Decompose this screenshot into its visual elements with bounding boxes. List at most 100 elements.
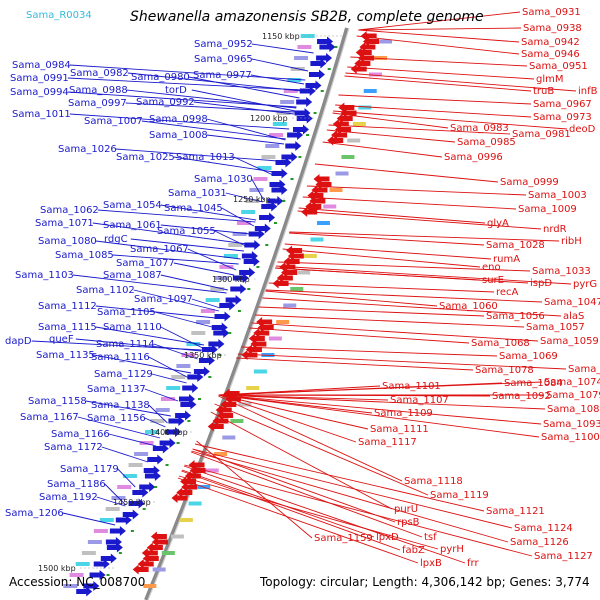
gene-label-queF[interactable]: queF <box>49 334 74 345</box>
gene-label-Sama_1059[interactable]: Sama_1059 <box>540 336 599 347</box>
gene-label-frr[interactable]: frr <box>467 558 479 569</box>
gene-label-Sama_1013[interactable]: Sama_1013 <box>176 152 235 163</box>
gene-label-Sama_1057[interactable]: Sama_1057 <box>526 322 585 333</box>
gene-label-Sama_0991[interactable]: Sama_0991 <box>10 73 69 84</box>
gene-label-Sama_1111[interactable]: Sama_1111 <box>370 424 429 435</box>
gene-label-Sama_1117[interactable]: Sama_1117 <box>358 437 417 448</box>
gene-label-Sama_1055[interactable]: Sama_1055 <box>157 226 216 237</box>
gene-label-Sama_1026[interactable]: Sama_1026 <box>58 144 117 155</box>
gene-label-Sama_1107[interactable]: Sama_1107 <box>390 395 449 406</box>
gene-label-ribH[interactable]: ribH <box>561 236 582 247</box>
gene-label-Sama_0973[interactable]: Sama_0973 <box>533 112 592 123</box>
gene-label-Sama_1060[interactable]: Sama_1060 <box>439 301 498 312</box>
gene-label-Sama_0996[interactable]: Sama_0996 <box>444 152 503 163</box>
gene-label-Sama_0997[interactable]: Sama_0997 <box>68 98 127 109</box>
gene-label-Sama_1078[interactable]: Sama_1078 <box>475 365 534 376</box>
gene-label-nrdR[interactable]: nrdR <box>543 224 567 235</box>
gene-label-Sama_0980[interactable]: Sama_0980 <box>131 72 190 83</box>
gene-label-Sama_1077[interactable]: Sama_1077 <box>116 258 175 269</box>
gene-label-Sama_1062[interactable]: Sama_1062 <box>40 205 99 216</box>
gene-label-Sama_0994[interactable]: Sama_0994 <box>10 87 69 98</box>
gene-label-Sama_0938[interactable]: Sama_0938 <box>523 23 582 34</box>
gene-label-Sama_1102[interactable]: Sama_1102 <box>76 285 135 296</box>
gene-label-Sama_1092[interactable]: Sama_1092 <box>492 391 551 402</box>
gene-label-torD[interactable]: torD <box>165 85 187 96</box>
gene-label-Sama_1061[interactable]: Sama_1061 <box>103 220 162 231</box>
gene-label-Sama_0988[interactable]: Sama_0988 <box>69 85 128 96</box>
gene-label-Sama_0977[interactable]: Sama_0977 <box>193 70 252 81</box>
gene-label-Sama_1101[interactable]: Sama_1101 <box>382 381 441 392</box>
gene-label-Sama_1030[interactable]: Sama_1030 <box>194 174 253 185</box>
rna-label[interactable]: Sama_R0034 <box>26 10 92 21</box>
gene-label-Sama_1054[interactable]: Sama_1054 <box>103 200 162 211</box>
gene-label-Sama_1089[interactable]: Sama_1089 <box>547 404 600 415</box>
gene-label-Sama_0967[interactable]: Sama_0967 <box>533 99 592 110</box>
gene-label-Sama_1118[interactable]: Sama_1118 <box>404 476 463 487</box>
gene-label-Sama_1080[interactable]: Sama_1080 <box>38 236 97 247</box>
gene-label-Sama_1007[interactable]: Sama_1007 <box>84 116 143 127</box>
gene-label-ispD[interactable]: ispD <box>530 278 552 289</box>
gene-label-Sama_1121[interactable]: Sama_1121 <box>486 506 545 517</box>
gene-label-Sama_0999[interactable]: Sama_0999 <box>500 177 559 188</box>
gene-label-Sama_0985[interactable]: Sama_0985 <box>457 137 516 148</box>
gene-label-Sama_1056[interactable]: Sama_1056 <box>486 311 545 322</box>
gene-label-Sama_1114[interactable]: Sama_1114 <box>96 339 155 350</box>
gene-label-Sama_1087[interactable]: Sama_1087 <box>103 270 162 281</box>
gene-label-Sama_1137[interactable]: Sama_1137 <box>87 384 146 395</box>
gene-label-Sama_1097[interactable]: Sama_1097 <box>134 294 193 305</box>
gene-label-rpsB[interactable]: rpsB <box>397 517 420 528</box>
gene-label-Sama_1206[interactable]: Sama_1206 <box>5 508 64 519</box>
gene-label-Sama_1071[interactable]: Sama_1071 <box>35 218 94 229</box>
gene-label-Sama_0998[interactable]: Sama_0998 <box>149 114 208 125</box>
gene-label-Sama_1074[interactable]: Sama_1074 <box>544 377 600 388</box>
gene-label-Sama_1033[interactable]: Sama_1033 <box>532 266 591 277</box>
gene-label-Sama_1025[interactable]: Sama_1025 <box>116 152 175 163</box>
gene-label-Sama_1003[interactable]: Sama_1003 <box>528 190 587 201</box>
gene-label-Sama_1069[interactable]: Sama_1069 <box>499 351 558 362</box>
gene-label-Sama_1159[interactable]: Sama_1159 <box>314 533 373 544</box>
gene-label-Sama_0965[interactable]: Sama_0965 <box>194 54 253 65</box>
gene-label-truB[interactable]: truB <box>533 86 554 97</box>
gene-label-Sama_1135[interactable]: Sama_1135 <box>36 350 95 361</box>
gene-label-tsf[interactable]: tsf <box>424 532 437 543</box>
gene-label-Sama_1105[interactable]: Sama_1105 <box>97 307 156 318</box>
gene-label-lpxD[interactable]: lpxD <box>376 532 399 543</box>
gene-label-Sama_1079[interactable]: Sama_1079 <box>546 390 600 401</box>
gene-label-glyA[interactable]: glyA <box>487 218 509 229</box>
gene-label-pyrG[interactable]: pyrG <box>573 279 597 290</box>
gene-label-Sama_1172[interactable]: Sama_1172 <box>44 442 103 453</box>
gene-label-Sama_1011[interactable]: Sama_1011 <box>12 109 71 120</box>
gene-label-Sama_1127[interactable]: Sama_1127 <box>534 551 593 562</box>
gene-label-Sama_0951[interactable]: Sama_0951 <box>529 61 588 72</box>
gene-label-fabZ[interactable]: fabZ <box>402 545 425 556</box>
gene-label-Sama_1008[interactable]: Sama_1008 <box>149 130 208 141</box>
gene-label-dapD[interactable]: dapD <box>5 336 32 347</box>
gene-label-Sama_0983[interactable]: Sama_0983 <box>450 123 509 134</box>
gene-label-alaS[interactable]: alaS <box>563 311 584 322</box>
gene-label-Sama_1031[interactable]: Sama_1031 <box>168 188 227 199</box>
gene-label-Sama_1085[interactable]: Sama_1085 <box>55 250 114 261</box>
gene-label-Sama_1119[interactable]: Sama_1119 <box>430 490 489 501</box>
gene-label-Sama_1192[interactable]: Sama_1192 <box>39 492 98 503</box>
gene-label-Sama_0981[interactable]: Sama_0981 <box>512 129 571 140</box>
gene-label-Sama_1109[interactable]: Sama_1109 <box>374 408 433 419</box>
gene-label-Sama_0982[interactable]: Sama_0982 <box>70 68 129 79</box>
gene-label-Sama_1156[interactable]: Sama_1156 <box>87 413 146 424</box>
gene-label-Sama_0952[interactable]: Sama_0952 <box>194 39 253 50</box>
gene-label-Sama_1068[interactable]: Sama_1068 <box>471 338 530 349</box>
gene-label-Sama_1138[interactable]: Sama_1138 <box>91 400 150 411</box>
gene-label-Sama_1103[interactable]: Sama_1103 <box>15 270 74 281</box>
gene-label-Sama_1009[interactable]: Sama_1009 <box>518 204 577 215</box>
gene-label-Sama_1084[interactable]: Sama_1084 <box>504 378 563 389</box>
gene-label-Sama_1166[interactable]: Sama_1166 <box>51 429 110 440</box>
gene-label-rdgC[interactable]: rdgC <box>104 234 128 245</box>
gene-label-Sama_0992[interactable]: Sama_0992 <box>136 97 195 108</box>
gene-label-Sama_1028[interactable]: Sama_1028 <box>486 240 545 251</box>
gene-label-Sama_1070[interactable]: Sama_1070 <box>568 364 600 375</box>
gene-label-Sama_0931[interactable]: Sama_0931 <box>522 7 581 18</box>
gene-label-Sama_1045[interactable]: Sama_1045 <box>164 203 223 214</box>
gene-label-Sama_1112[interactable]: Sama_1112 <box>38 301 97 312</box>
gene-label-Sama_1110[interactable]: Sama_1110 <box>103 322 162 333</box>
gene-label-lpxB[interactable]: lpxB <box>420 558 442 569</box>
gene-label-Sama_1179[interactable]: Sama_1179 <box>60 464 119 475</box>
